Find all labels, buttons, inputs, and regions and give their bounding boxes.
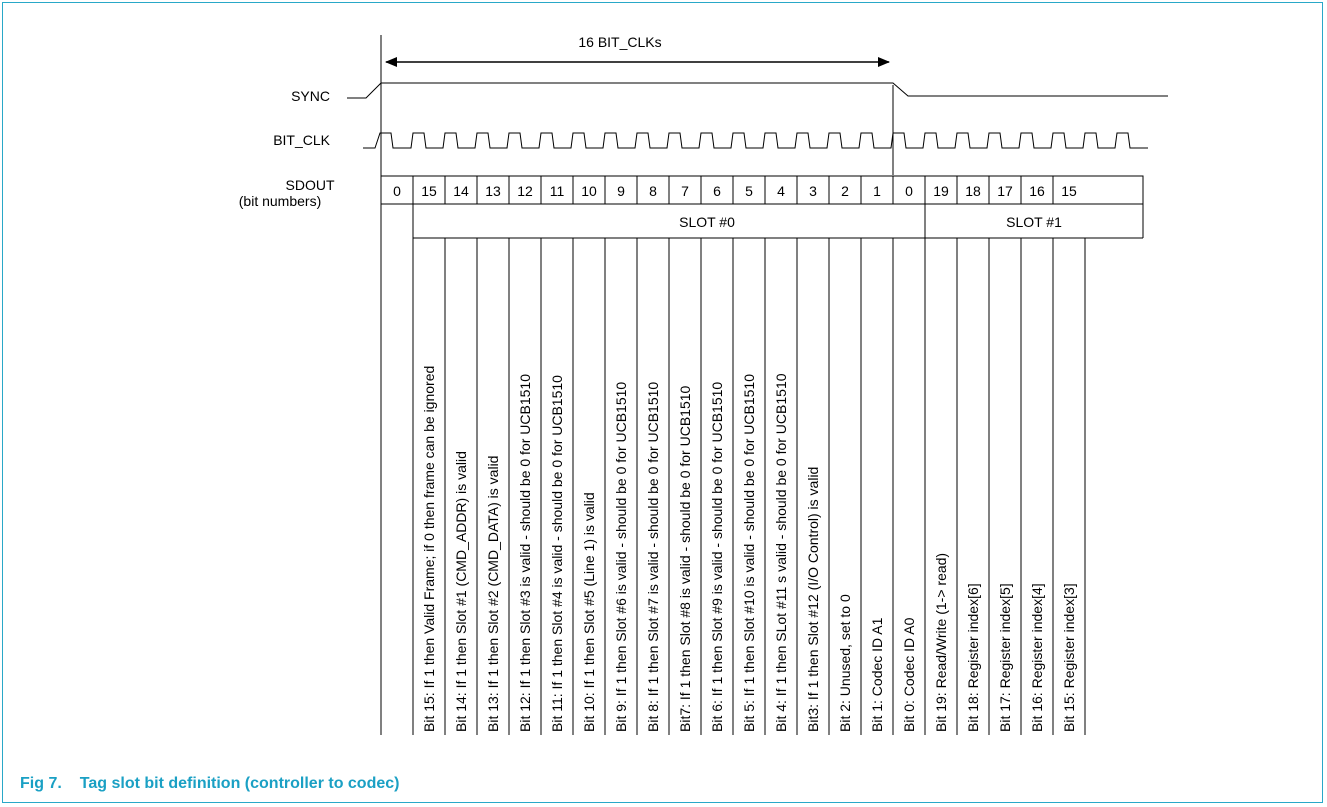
bit-number: 2 [841, 183, 849, 199]
bit-number: 11 [550, 183, 565, 199]
bit-number: 4 [777, 183, 785, 199]
bit-number: 1 [873, 183, 881, 199]
bit-description: Bit 16: Register index[4] [1029, 583, 1045, 732]
bit-number: 15 [1061, 183, 1077, 199]
bit-number: 0 [393, 183, 401, 199]
sync-waveform [347, 82, 1168, 99]
bit-description: Bit 15: Register index[3] [1061, 583, 1077, 732]
bit-number: 19 [933, 183, 949, 199]
slot-0-label: SLOT #0 [679, 214, 735, 230]
figure-caption: Fig 7. Tag slot bit definition (controlle… [20, 775, 399, 793]
bit-description: Bit 1: Codec ID A1 [869, 617, 885, 732]
bit-number: 8 [649, 183, 657, 199]
bit-number: 7 [681, 183, 689, 199]
bit-description: Bit7: If 1 then Slot #8 is valid - shoul… [677, 385, 693, 732]
figure-title: Tag slot bit definition (controller to c… [79, 775, 400, 792]
bit-number: 17 [997, 183, 1013, 199]
bit-description: Bit 2: Unused, set to 0 [837, 594, 853, 732]
bit-number: 18 [965, 183, 981, 199]
bit-description: Bit 19: Read/Write (1-> read) [933, 553, 949, 732]
sdout-sublabel: (bit numbers) [239, 193, 321, 209]
bit-number: 10 [581, 183, 597, 199]
bit-number: 15 [421, 183, 437, 199]
bit-description: Bit 4: If 1 then SLot #11 s valid - shou… [773, 373, 789, 732]
bit-number-row [380, 175, 1144, 205]
bit-description: Bit 14: If 1 then Slot #1 (CMD_ADDR) is … [453, 451, 469, 732]
bit-number: 9 [617, 183, 625, 199]
bit-number: 12 [517, 183, 533, 199]
bit-clk-label: BIT_CLK [273, 132, 330, 148]
bit-description: Bit 15: If 1 then Valid Frame; if 0 then… [421, 366, 437, 732]
bit-number: 5 [745, 183, 753, 199]
bit-number: 3 [809, 183, 817, 199]
bit-description: Bit 6: If 1 then Slot #9 is valid - shou… [709, 382, 725, 732]
slot-1-label: SLOT #1 [1006, 214, 1062, 230]
bit-number: 6 [713, 183, 721, 199]
figure-number: Fig 7. [20, 775, 62, 792]
bit-description: Bit3: If 1 then Slot #12 (I/O Control) i… [805, 467, 821, 732]
bit-description: Bit 13: If 1 then Slot #2 (CMD_DATA) is … [485, 456, 501, 732]
bit-description: Bit 11: If 1 then Slot #4 is valid - sho… [549, 375, 565, 732]
sdout-label: SDOUT [286, 177, 335, 193]
sync-label: SYNC [291, 88, 330, 104]
bit-description: Bit 8: If 1 then Slot #7 is valid - shou… [645, 382, 661, 732]
bit-description: Bit 10: If 1 then Slot #5 (Line 1) is va… [581, 492, 597, 732]
bit-description: Bit 12: If 1 then Slot #3 is valid - sho… [517, 374, 533, 732]
bit-number: 14 [453, 183, 469, 199]
bit-description: Bit 0: Codec ID A0 [901, 617, 917, 732]
bit-number: 16 [1029, 183, 1045, 199]
bit-number: 13 [485, 183, 501, 199]
bit-description: Bit 18: Register index[6] [965, 583, 981, 732]
bit-description: Bit 17: Register index[5] [997, 583, 1013, 732]
span-label: 16 BIT_CLKs [578, 34, 661, 50]
bit-clk-waveform [363, 132, 1148, 149]
bit-number: 0 [905, 183, 913, 199]
bit-description: Bit 5: If 1 then Slot #10 is valid - sho… [741, 374, 757, 732]
bit-description: Bit 9: If 1 then Slot #6 is valid - shou… [613, 382, 629, 732]
